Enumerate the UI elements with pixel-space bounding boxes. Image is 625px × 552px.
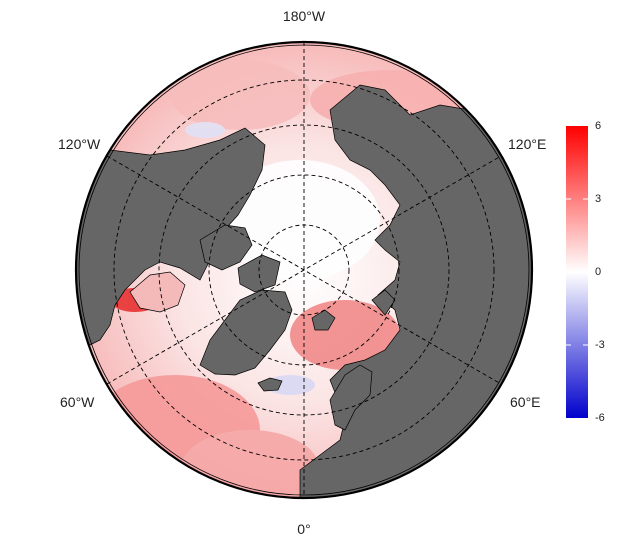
land-scandinavia: [329, 364, 373, 431]
land-greenland: [199, 289, 293, 376]
land-novaya-zemlya: [371, 289, 396, 316]
colorbar-label-neg3: -3: [595, 339, 605, 351]
colorbar-label-min: -6: [595, 412, 605, 424]
lon-label-120w: 120°W: [58, 136, 101, 152]
map-inner-border: [78, 44, 530, 496]
colorbar-ticks: [566, 198, 588, 346]
colorbar-label-0: 0: [595, 266, 602, 278]
graticule: [106, 42, 502, 498]
land-iceland: [257, 377, 283, 392]
land-masses: [76, 84, 532, 498]
map-border: [74, 40, 534, 500]
land-arctic-archipelago: [199, 224, 253, 271]
lon-label-120e: 120°E: [508, 136, 547, 152]
colorbar-label-max: 6: [595, 120, 602, 132]
colorbar: [566, 126, 588, 418]
hudson-bay: [129, 271, 186, 313]
anomaly-patches: [90, 60, 470, 498]
lon-label-180w: 180°W: [282, 8, 326, 24]
colorbar-label-3: 3: [595, 193, 602, 205]
lon-label-0: 0°: [297, 521, 311, 537]
map-disc: [76, 42, 532, 498]
lon-label-60e: 60°E: [510, 394, 541, 410]
lon-label-60w: 60°W: [60, 394, 95, 410]
latitude-label-70: 70°: [315, 164, 333, 178]
